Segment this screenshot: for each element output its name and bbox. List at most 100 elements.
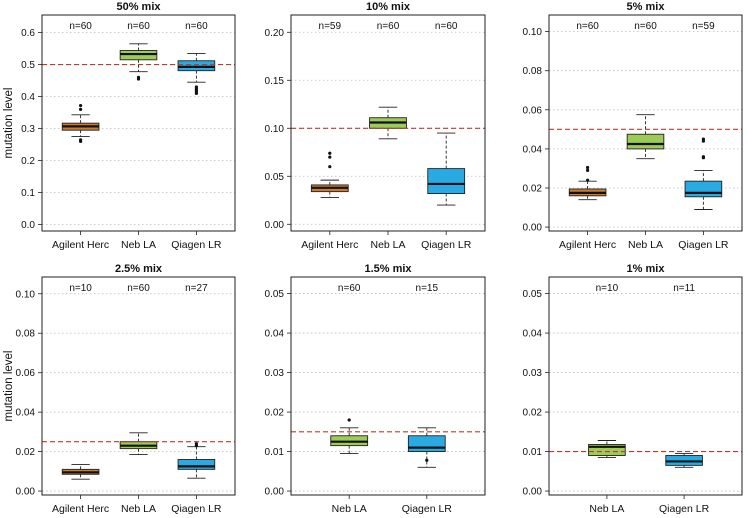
category-label: Neb LA — [370, 239, 405, 251]
outlier-point — [194, 442, 198, 446]
box-agilent-herc — [61, 103, 100, 143]
category-label: Neb LA — [332, 503, 367, 515]
y-tick-label: 0.3 — [21, 124, 35, 135]
category-label: Qiagen LR — [421, 239, 472, 251]
box-qiagen-lr — [665, 453, 703, 468]
n-label: n=60 — [435, 21, 458, 32]
y-tick-label: 0.2 — [21, 156, 35, 167]
y-tick-label: 0.02 — [16, 447, 36, 458]
panel-6: 1% mix 0.00 0.01 0.02 0.03 0.04 0.05 n=10 Neb LA… — [523, 263, 743, 515]
y-tick-label: 0.5 — [21, 60, 35, 71]
box-neb-la — [369, 106, 407, 140]
y-tick-label: 0.03 — [265, 368, 285, 379]
panel-2: 10% mix 0.00 0.05 0.10 0.15 0.20 n=59 Agilent H… — [265, 1, 486, 251]
y-tick-label: 0.15 — [265, 76, 285, 87]
y-tick-label: 0.01 — [265, 447, 285, 458]
plot-frame — [41, 276, 236, 496]
box-iqr — [588, 443, 626, 456]
box-iqr — [626, 133, 665, 150]
n-label: n=60 — [69, 21, 92, 32]
y-tick-label: 0.06 — [523, 105, 543, 116]
y-tick-label: 0.0 — [21, 220, 35, 231]
category-label: Neb LA — [121, 239, 156, 251]
category-label: Neb LA — [121, 503, 156, 515]
y-tick-label: 0.04 — [523, 144, 543, 155]
y-tick-label: 0.10 — [523, 27, 543, 38]
y-tick-label: 0.6 — [21, 28, 35, 39]
plot-frame — [290, 276, 486, 496]
y-tick-label: 0.04 — [523, 329, 543, 340]
n-label: n=11 — [673, 283, 695, 294]
box-iqr — [407, 435, 446, 453]
category-label: Agilent Herc — [52, 239, 109, 251]
n-label: n=60 — [185, 21, 208, 32]
y-tick-label: 0.08 — [16, 329, 36, 340]
box-iqr — [177, 459, 216, 470]
y-tick-label: 0.10 — [265, 124, 285, 135]
box-qiagen-lr — [684, 137, 723, 210]
box-neb-la — [330, 418, 369, 454]
y-tick-label: 0.02 — [265, 408, 285, 419]
panel-1: 50% mix 0.0 0.1 0.2 0.3 0.4 0.5 0.6 mutation lev… — [3, 1, 236, 251]
category-label: Agilent Herc — [301, 239, 358, 251]
y-tick-label: 0.02 — [523, 183, 543, 194]
y-tick-label: 0.4 — [21, 92, 35, 103]
plot-frame — [41, 14, 236, 232]
plot-frame — [290, 14, 486, 232]
n-label: n=59 — [319, 21, 342, 32]
outlier-point — [586, 168, 590, 173]
outlier-point — [586, 178, 590, 182]
box-agilent-herc — [61, 463, 100, 480]
panel-4: 2.5% mix 0.00 0.02 0.04 0.06 0.08 0.10 mutation… — [3, 263, 236, 515]
box-qiagen-lr — [427, 132, 466, 206]
box-qiagen-lr — [177, 442, 216, 479]
n-label: n=60 — [127, 283, 150, 294]
y-tick-label: 0.10 — [16, 289, 36, 300]
y-tick-label: 0.05 — [265, 289, 285, 300]
y-tick-label: 0.04 — [265, 329, 285, 340]
category-label: Qiagen LR — [402, 503, 453, 515]
box-iqr — [119, 50, 158, 61]
y-tick-label: 0.03 — [523, 368, 543, 379]
outlier-point — [79, 103, 83, 108]
y-tick-label: 0.06 — [16, 368, 36, 379]
outlier-point — [79, 138, 83, 142]
n-label: n=15 — [416, 283, 439, 294]
y-axis-label: mutation level — [3, 351, 15, 422]
panel-3: 5% mix 0.00 0.02 0.04 0.06 0.08 0.10 n=60 Agilen… — [523, 1, 743, 251]
box-qiagen-lr — [407, 427, 446, 468]
y-tick-label: 0.20 — [265, 28, 285, 39]
box-iqr — [684, 180, 723, 198]
y-tick-label: 0.04 — [16, 408, 36, 419]
outlier-point — [425, 458, 429, 462]
panel-title: 50% mix — [116, 1, 161, 13]
panel-title: 1.5% mix — [364, 263, 412, 275]
category-label: Qiagen LR — [678, 239, 729, 251]
panel-title: 5% mix — [627, 1, 666, 13]
n-label: n=60 — [377, 21, 400, 32]
plot-frame — [548, 276, 743, 496]
y-tick-label: 0.1 — [21, 188, 35, 199]
box-qiagen-lr — [177, 52, 216, 95]
box-neb-la — [588, 440, 626, 458]
box-iqr — [177, 60, 216, 72]
y-tick-label: 0.00 — [523, 487, 543, 498]
n-label: n=10 — [69, 283, 92, 294]
y-tick-label: 0.08 — [523, 66, 543, 77]
plot-frame — [548, 14, 743, 232]
panel-title: 1% mix — [627, 263, 666, 275]
n-label: n=59 — [692, 21, 715, 32]
panel-title: 2.5% mix — [115, 263, 163, 275]
category-label: Qiagen LR — [171, 503, 222, 515]
outlier-point — [79, 107, 83, 111]
y-tick-label: 0.00 — [265, 220, 285, 231]
y-tick-label: 0.01 — [523, 447, 543, 458]
outlier-point — [194, 85, 198, 89]
category-label: Agilent Herc — [52, 503, 109, 515]
n-label: n=60 — [338, 283, 361, 294]
panel-5: 1.5% mix 0.00 0.01 0.02 0.03 0.04 0.05 n=60 Neb … — [265, 263, 486, 515]
box-neb-la — [119, 43, 158, 81]
category-label: Neb LA — [628, 239, 663, 251]
outlier-point — [328, 165, 332, 169]
